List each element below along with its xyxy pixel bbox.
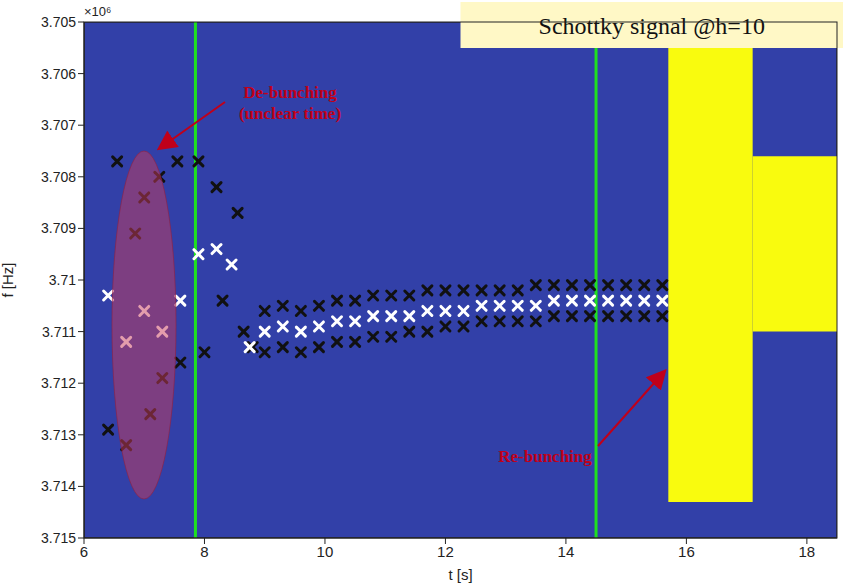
- svg-text:16: 16: [678, 543, 695, 560]
- svg-text:×10⁶: ×10⁶: [84, 4, 111, 19]
- svg-text:3.715: 3.715: [41, 530, 76, 546]
- svg-text:18: 18: [799, 543, 816, 560]
- svg-text:3.706: 3.706: [41, 66, 76, 82]
- svg-text:3.71: 3.71: [49, 272, 76, 288]
- svg-text:De-bunching: De-bunching: [243, 83, 337, 102]
- svg-text:f [Hz]: f [Hz]: [0, 262, 16, 297]
- svg-text:3.713: 3.713: [41, 427, 76, 443]
- svg-text:3.712: 3.712: [41, 375, 76, 391]
- svg-text:3.707: 3.707: [41, 117, 76, 133]
- svg-text:10: 10: [317, 543, 334, 560]
- svg-text:3.708: 3.708: [41, 169, 76, 185]
- svg-text:Schottky signal @h=10: Schottky signal @h=10: [539, 13, 765, 39]
- svg-text:14: 14: [558, 543, 575, 560]
- svg-text:(unclear time): (unclear time): [239, 104, 341, 123]
- svg-text:3.705: 3.705: [41, 14, 76, 30]
- svg-text:3.714: 3.714: [41, 478, 76, 494]
- svg-text:t [s]: t [s]: [448, 566, 472, 583]
- svg-text:12: 12: [437, 543, 454, 560]
- svg-text:Re-bunching: Re-bunching: [498, 447, 592, 466]
- svg-text:3.709: 3.709: [41, 220, 76, 236]
- svg-text:8: 8: [200, 543, 208, 560]
- svg-text:6: 6: [80, 543, 88, 560]
- svg-text:3.711: 3.711: [42, 324, 76, 340]
